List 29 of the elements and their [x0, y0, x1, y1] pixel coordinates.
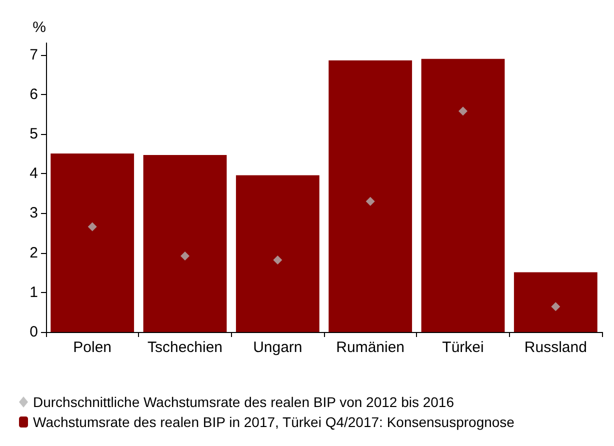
- x-tick-label: Russland: [524, 339, 587, 356]
- y-tick-label: 6: [30, 86, 38, 103]
- x-tick-label: Tschechien: [147, 339, 223, 356]
- y-tick-label: 3: [30, 204, 38, 222]
- x-tick-label: Türkei: [442, 339, 484, 356]
- x-tick-label: Rumänien: [336, 339, 405, 356]
- y-tick-label: 7: [30, 46, 38, 64]
- bar: [50, 153, 134, 332]
- y-tick-label: 0: [30, 324, 38, 340]
- y-tick-label: 2: [30, 244, 38, 262]
- y-tick-label: 5: [30, 126, 38, 143]
- point: [551, 302, 560, 312]
- y-axis-title: %: [32, 19, 46, 36]
- point: [88, 222, 97, 232]
- bar: [328, 60, 412, 332]
- point: [458, 106, 468, 116]
- x-tick-label: Polen: [73, 339, 112, 356]
- x-tick-label: Ungarn: [253, 339, 302, 356]
- bar: [421, 58, 505, 332]
- point: [273, 255, 282, 264]
- bar: [236, 175, 320, 332]
- bar: [514, 272, 598, 332]
- point: [366, 196, 375, 206]
- point: [180, 251, 190, 260]
- y-tick-label: 1: [30, 284, 38, 301]
- bar: [143, 155, 227, 332]
- legend-label: Wachstumsrate des realen BIP in 2017, Türkei Q4/2017: Konsensusprognose: [33, 414, 515, 430]
- y-tick-label: 4: [30, 165, 38, 182]
- legend-label: Durchschnittliche Wachstumsrate des realen BIP von 2012 bis 2016: [33, 394, 454, 410]
